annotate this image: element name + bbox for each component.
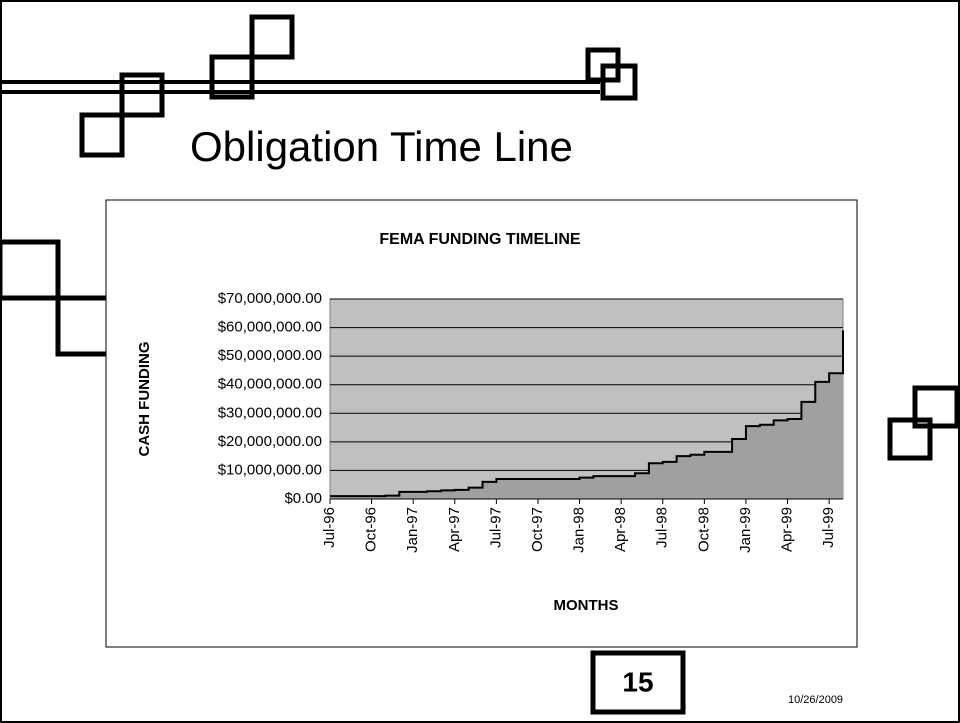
date: 10/26/2009 bbox=[788, 694, 843, 706]
x-tick-label: Jan-99 bbox=[737, 507, 754, 553]
y-tick-label: $10,000,000.00 bbox=[218, 461, 322, 478]
x-tick-label: Jul-97 bbox=[487, 507, 504, 548]
x-tick-label: Oct-97 bbox=[529, 507, 546, 552]
x-axis-title: MONTHS bbox=[554, 597, 619, 614]
y-tick-label: $70,000,000.00 bbox=[218, 290, 322, 307]
area bbox=[330, 330, 843, 499]
x-tick-label: Apr-98 bbox=[612, 507, 629, 552]
page-number-box bbox=[590, 650, 686, 715]
x-tick-label: Oct-98 bbox=[695, 507, 712, 552]
slide-title: Obligation Time Line bbox=[190, 123, 573, 170]
x-tick-label: Jul-96 bbox=[321, 507, 338, 548]
y-tick-label: $60,000,000.00 bbox=[218, 319, 322, 336]
x-tick-label: Apr-97 bbox=[446, 507, 463, 552]
chart-title: FEMA FUNDING TIMELINE bbox=[379, 231, 581, 248]
x-tick-label: Jul-98 bbox=[654, 507, 671, 548]
decoration bbox=[0, 14, 960, 461]
y-tick-label: $40,000,000.00 bbox=[218, 376, 322, 393]
y-tick-label: $0.00 bbox=[284, 490, 322, 507]
y-axis-title: CASH FUNDING bbox=[136, 342, 153, 457]
y-tick-label: $20,000,000.00 bbox=[218, 433, 322, 450]
page-number: 15 bbox=[622, 666, 653, 697]
x-tick-label: Jan-97 bbox=[404, 507, 421, 553]
x-tick-label: Apr-99 bbox=[779, 507, 796, 552]
y-tick-label: $50,000,000.00 bbox=[218, 347, 322, 364]
x-tick-label: Jul-99 bbox=[820, 507, 837, 548]
x-tick-label: Oct-96 bbox=[363, 507, 380, 552]
x-tick-label: Jan-98 bbox=[571, 507, 588, 553]
y-tick-label: $30,000,000.00 bbox=[218, 404, 322, 421]
line bbox=[330, 330, 844, 498]
